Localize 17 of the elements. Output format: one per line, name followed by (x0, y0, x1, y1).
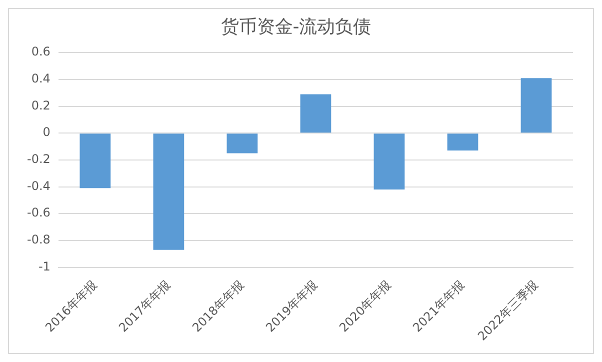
bar (520, 78, 552, 133)
bar (226, 134, 258, 154)
y-tick-label: -0.4 (26, 178, 50, 193)
y-tick-label: 0.2 (31, 98, 50, 112)
bar (374, 134, 405, 190)
bar (153, 134, 184, 250)
y-tick-label: -0.6 (26, 206, 50, 220)
bar (447, 134, 478, 151)
y-tick-label: 0 (42, 125, 50, 140)
y-tick-label: -1 (38, 259, 50, 274)
chart-title: 货币资金-流动负债 (220, 16, 372, 38)
y-tick-label: -0.8 (26, 232, 50, 247)
y-tick-label: 0.6 (31, 44, 50, 59)
y-tick-label: 0.4 (31, 72, 50, 86)
y-tick-label: -0.2 (26, 152, 50, 166)
bar (80, 134, 111, 188)
bar (300, 94, 332, 133)
